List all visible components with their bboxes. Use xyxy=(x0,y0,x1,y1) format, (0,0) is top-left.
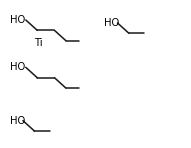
Text: HO: HO xyxy=(10,15,25,25)
Text: HO: HO xyxy=(10,62,25,72)
Text: HO: HO xyxy=(104,18,119,28)
Text: HO: HO xyxy=(10,116,25,126)
Text: Ti: Ti xyxy=(34,38,43,48)
